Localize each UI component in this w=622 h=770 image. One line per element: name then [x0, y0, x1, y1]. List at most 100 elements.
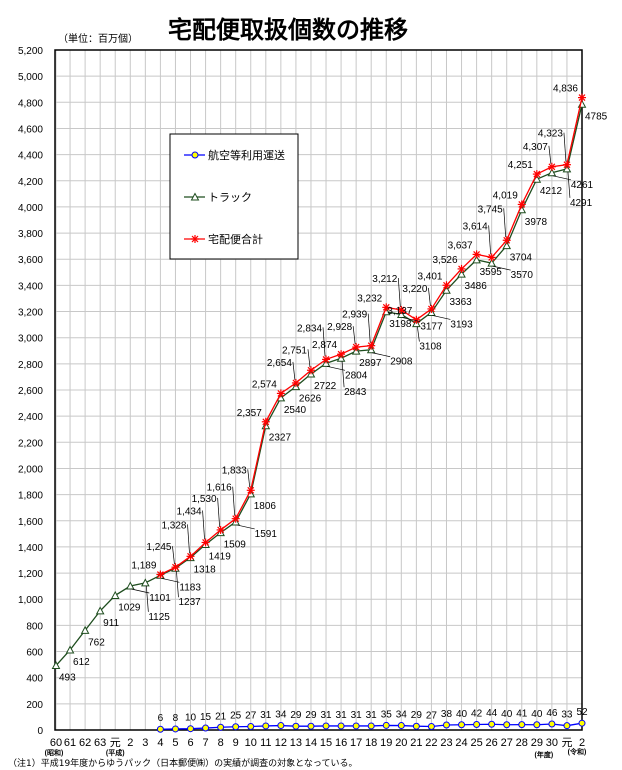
truck-data-label: 2897 [359, 358, 382, 369]
y-tick-label: 0 [37, 726, 43, 737]
era-label-reiwa: (令和) [568, 747, 587, 756]
truck-data-label: 1509 [224, 540, 247, 551]
total-data-label: 3,745 [478, 204, 503, 215]
air-data-label: 10 [185, 713, 197, 724]
y-tick-label: 2,200 [18, 438, 43, 449]
data-point-asterisk [502, 236, 511, 245]
air-data-label: 27 [245, 710, 257, 721]
x-tick-label: 62 [79, 737, 91, 749]
x-tick-label: 25 [470, 737, 482, 749]
x-tick-label: 21 [410, 737, 422, 749]
total-data-label: 3,637 [448, 240, 473, 251]
leader-line [172, 546, 175, 565]
marker [216, 525, 225, 534]
data-point-asterisk [276, 389, 285, 398]
data-point-circle [307, 722, 315, 730]
leader-line [202, 510, 205, 540]
leader-line [402, 317, 421, 322]
total-data-label: 1,616 [207, 483, 232, 494]
y-tick-label: 5,000 [18, 72, 43, 83]
total-data-label: 3,232 [357, 293, 382, 304]
truck-data-label: 1591 [255, 529, 278, 540]
air-data-label: 35 [381, 709, 393, 720]
data-point-circle [533, 721, 541, 729]
data-point-circle [458, 721, 466, 729]
data-point-circle [367, 722, 375, 730]
data-point-circle [503, 721, 511, 729]
asterisk-stroke [191, 235, 199, 243]
truck-data-label: 2843 [344, 387, 367, 398]
x-tick-label: 13 [290, 737, 302, 749]
y-tick-label: 400 [26, 674, 43, 685]
x-tick-label: 30 [546, 737, 558, 749]
data-point-asterisk [532, 170, 541, 179]
data-point-asterisk [578, 93, 586, 102]
total-data-label: 3,137 [387, 306, 412, 317]
truck-data-label: 1806 [254, 501, 277, 512]
marker [442, 721, 450, 729]
marker [322, 355, 331, 364]
data-point-asterisk [322, 355, 331, 364]
marker [51, 660, 61, 670]
truck-data-label: 2722 [314, 381, 337, 392]
truck-data-label: 1029 [118, 602, 141, 613]
y-tick-label: 2,600 [18, 386, 43, 397]
y-tick-label: 2,000 [18, 464, 43, 475]
x-tick-label: 23 [440, 737, 452, 749]
data-point-triangle [472, 255, 481, 264]
data-point-triangle [547, 168, 557, 177]
data-point-asterisk [352, 343, 361, 352]
x-tick-label: 29 [531, 737, 543, 749]
leader-line [567, 171, 571, 198]
marker [458, 721, 466, 729]
marker [187, 725, 195, 733]
leader-line [232, 486, 236, 516]
x-tick-label: 8 [218, 737, 224, 749]
truck-data-label: 4212 [540, 186, 563, 197]
truck-data-label: 3978 [525, 217, 548, 228]
leader-line [552, 175, 571, 181]
data-point-asterisk [472, 250, 481, 259]
data-point-circle [191, 151, 199, 159]
marker [65, 645, 75, 654]
data-point-asterisk [457, 264, 466, 273]
total-data-label: 2,357 [237, 408, 262, 419]
total-data-label: 3,212 [372, 274, 397, 285]
x-tick-label: 3 [142, 737, 148, 749]
data-point-circle [382, 721, 390, 729]
x-tick-label: 9 [233, 737, 239, 749]
data-point-circle [292, 722, 300, 730]
data-point-circle [187, 725, 195, 733]
asterisk-stroke [217, 526, 225, 534]
data-point-asterisk [562, 160, 571, 169]
marker [292, 722, 300, 730]
data-point-triangle [95, 606, 105, 615]
asterisk-stroke [458, 265, 465, 273]
data-point-triangle [442, 285, 451, 294]
total-data-label: 2,834 [297, 323, 322, 334]
marker [201, 538, 210, 547]
marker [473, 721, 481, 729]
x-tick-label: 元 [561, 737, 572, 749]
data-point-circle [156, 725, 164, 733]
leader-line [145, 585, 149, 612]
plot-frame [54, 49, 583, 731]
data-point-circle [217, 723, 225, 731]
x-tick-label: 20 [395, 737, 407, 749]
y-tick-label: 4,400 [18, 151, 43, 162]
marker [397, 305, 406, 314]
x-tick-label: 22 [425, 737, 437, 749]
total-data-label: 1,530 [192, 494, 217, 505]
marker [382, 303, 391, 312]
marker [171, 563, 180, 572]
leader-line [367, 313, 371, 343]
marker [562, 160, 571, 169]
truck-data-label: 3193 [450, 319, 473, 330]
data-point-asterisk [231, 514, 240, 523]
data-point-triangle [51, 660, 61, 670]
truck-data-label: 3595 [480, 267, 503, 278]
x-tick-label: 2 [127, 737, 133, 749]
leader-line [417, 326, 420, 342]
truck-data-label: 2804 [345, 370, 368, 381]
x-tick-label: 14 [305, 737, 317, 749]
